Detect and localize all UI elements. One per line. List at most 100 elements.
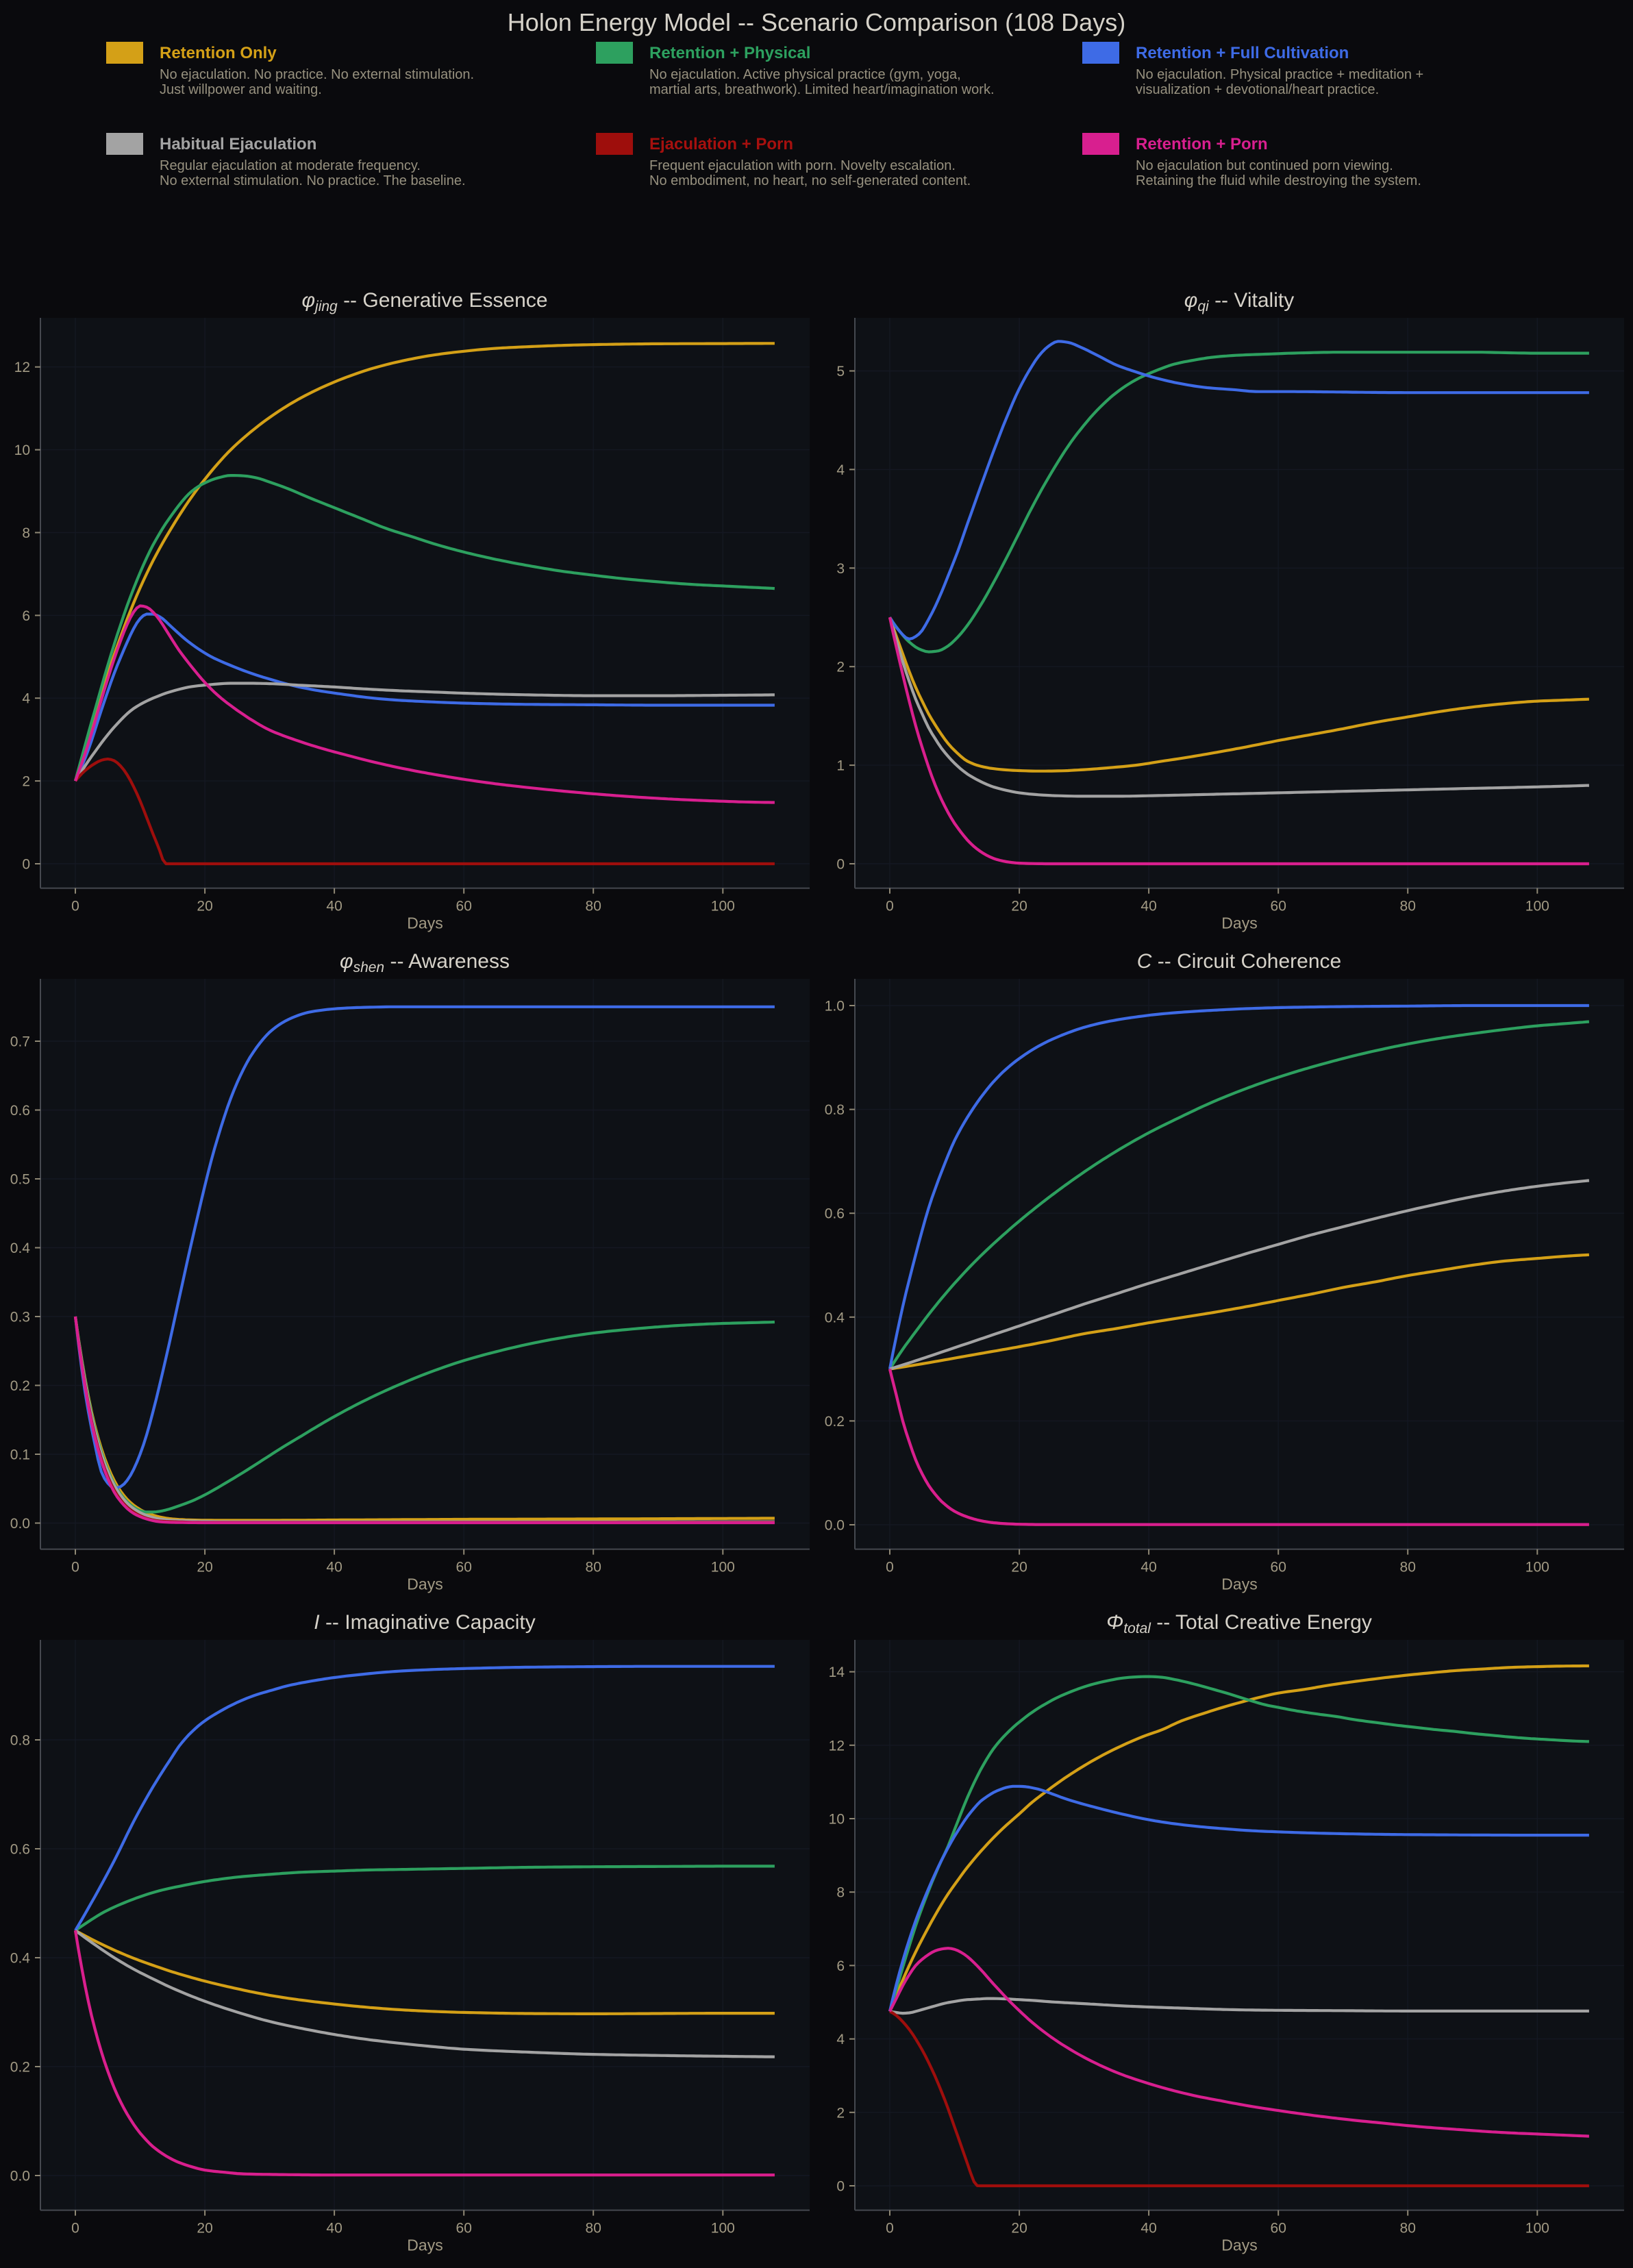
svg-text:20: 20	[197, 899, 212, 914]
svg-text:80: 80	[586, 1560, 601, 1575]
svg-text:12: 12	[14, 360, 30, 375]
svg-text:Retaining the fluid while dest: Retaining the fluid while destroying the…	[1136, 173, 1421, 188]
svg-text:Regular ejaculation at moderat: Regular ejaculation at moderate frequenc…	[160, 158, 421, 173]
svg-text:No ejaculation. Physical pract: No ejaculation. Physical practice + medi…	[1136, 67, 1423, 82]
svg-text:Ejaculation + Porn: Ejaculation + Porn	[649, 135, 793, 153]
svg-text:40: 40	[1140, 2221, 1156, 2236]
svg-text:visualization + devotional/hea: visualization + devotional/heart practic…	[1136, 82, 1379, 97]
svg-text:8: 8	[836, 1885, 845, 1901]
svg-text:0.2: 0.2	[10, 2060, 30, 2076]
svg-text:40: 40	[326, 1560, 342, 1575]
svg-text:40: 40	[1140, 899, 1156, 914]
svg-text:Days: Days	[407, 1575, 442, 1593]
svg-text:0: 0	[71, 1560, 79, 1575]
svg-text:2: 2	[22, 774, 30, 790]
svg-text:0.0: 0.0	[10, 2169, 30, 2184]
svg-text:4: 4	[836, 462, 845, 478]
svg-text:No ejaculation but continued p: No ejaculation but continued porn viewin…	[1136, 158, 1393, 173]
svg-text:No embodiment, no heart, no se: No embodiment, no heart, no self-generat…	[649, 173, 971, 188]
svg-text:60: 60	[1271, 1560, 1286, 1575]
svg-text:Φtotal -- Total Creative Energ: Φtotal -- Total Creative Energy	[1106, 1611, 1372, 1636]
svg-text:100: 100	[1525, 2221, 1549, 2236]
svg-text:6: 6	[22, 608, 30, 624]
svg-text:0.6: 0.6	[10, 1103, 30, 1119]
svg-text:Retention + Full Cultivation: Retention + Full Cultivation	[1136, 44, 1349, 62]
svg-text:4: 4	[22, 691, 30, 707]
svg-text:60: 60	[1271, 899, 1286, 914]
svg-text:martial arts, breathwork). Lim: martial arts, breathwork). Limited heart…	[649, 82, 995, 97]
svg-text:60: 60	[1271, 2221, 1286, 2236]
svg-text:0.5: 0.5	[10, 1172, 30, 1188]
svg-text:20: 20	[1011, 899, 1027, 914]
svg-text:φshen -- Awareness: φshen -- Awareness	[340, 950, 510, 975]
svg-text:60: 60	[456, 1560, 472, 1575]
svg-text:No external stimulation. No pr: No external stimulation. No practice. Th…	[160, 173, 466, 188]
svg-text:4: 4	[836, 2032, 845, 2047]
svg-text:0.2: 0.2	[825, 1414, 845, 1430]
svg-text:0.8: 0.8	[825, 1102, 845, 1118]
svg-text:40: 40	[326, 899, 342, 914]
svg-text:80: 80	[1400, 1560, 1416, 1575]
svg-text:0.4: 0.4	[10, 1951, 31, 1967]
svg-text:Frequent ejaculation with porn: Frequent ejaculation with porn. Novelty …	[649, 158, 956, 173]
svg-text:1.0: 1.0	[825, 999, 845, 1014]
svg-text:Holon Energy Model -- Scenario: Holon Energy Model -- Scenario Compariso…	[508, 8, 1125, 36]
svg-text:6: 6	[836, 1958, 845, 1974]
svg-text:Habitual Ejaculation: Habitual Ejaculation	[160, 135, 316, 153]
svg-text:0.1: 0.1	[10, 1447, 30, 1463]
svg-text:40: 40	[1140, 1560, 1156, 1575]
svg-text:0: 0	[886, 2221, 894, 2236]
svg-text:Just willpower and waiting.: Just willpower and waiting.	[160, 82, 322, 97]
svg-text:0.3: 0.3	[10, 1310, 30, 1325]
svg-text:C -- Circuit Coherence: C -- Circuit Coherence	[1137, 950, 1341, 973]
svg-text:100: 100	[711, 899, 735, 914]
svg-text:0.0: 0.0	[10, 1516, 30, 1532]
svg-text:20: 20	[1011, 1560, 1027, 1575]
svg-text:No ejaculation. Active physica: No ejaculation. Active physical practice…	[649, 67, 961, 82]
svg-text:Days: Days	[1221, 2236, 1257, 2254]
svg-text:Days: Days	[1221, 914, 1257, 932]
svg-text:100: 100	[1525, 899, 1549, 914]
svg-text:Days: Days	[407, 2236, 442, 2254]
svg-text:Retention + Physical: Retention + Physical	[649, 44, 810, 62]
svg-text:12: 12	[829, 1738, 845, 1754]
svg-text:Days: Days	[1221, 1575, 1257, 1593]
svg-text:60: 60	[456, 899, 472, 914]
svg-text:100: 100	[711, 1560, 735, 1575]
svg-text:No ejaculation. No practice. N: No ejaculation. No practice. No external…	[160, 67, 474, 82]
svg-text:10: 10	[14, 443, 30, 458]
svg-text:Days: Days	[407, 914, 442, 932]
svg-text:2: 2	[836, 660, 845, 675]
svg-text:100: 100	[711, 2221, 735, 2236]
svg-text:8: 8	[22, 525, 30, 541]
svg-text:10: 10	[829, 1812, 845, 1828]
svg-text:Retention + Porn: Retention + Porn	[1136, 135, 1268, 153]
svg-text:0.7: 0.7	[10, 1034, 30, 1050]
svg-text:20: 20	[197, 2221, 212, 2236]
svg-text:80: 80	[1400, 2221, 1416, 2236]
svg-text:φjing -- Generative Essence: φjing -- Generative Essence	[301, 289, 547, 314]
svg-text:0: 0	[886, 899, 894, 914]
svg-text:2: 2	[836, 2105, 845, 2121]
svg-text:20: 20	[1011, 2221, 1027, 2236]
svg-text:φqi -- Vitality: φqi -- Vitality	[1184, 289, 1294, 314]
svg-text:3: 3	[836, 561, 845, 577]
svg-text:100: 100	[1525, 1560, 1549, 1575]
svg-text:0: 0	[886, 1560, 894, 1575]
svg-text:0.4: 0.4	[825, 1310, 845, 1325]
svg-text:1: 1	[836, 758, 845, 774]
svg-text:0.6: 0.6	[10, 1842, 30, 1858]
svg-text:60: 60	[456, 2221, 472, 2236]
svg-text:0: 0	[22, 857, 30, 873]
svg-text:0.6: 0.6	[825, 1206, 845, 1222]
svg-text:0: 0	[836, 857, 845, 873]
svg-text:80: 80	[586, 2221, 601, 2236]
svg-text:I -- Imaginative Capacity: I -- Imaginative Capacity	[314, 1611, 535, 1634]
svg-text:14: 14	[829, 1665, 845, 1680]
svg-text:80: 80	[586, 899, 601, 914]
svg-text:0.2: 0.2	[10, 1378, 30, 1394]
svg-text:80: 80	[1400, 899, 1416, 914]
svg-text:Retention Only: Retention Only	[160, 44, 277, 62]
svg-text:0: 0	[71, 899, 79, 914]
svg-text:5: 5	[836, 364, 845, 379]
